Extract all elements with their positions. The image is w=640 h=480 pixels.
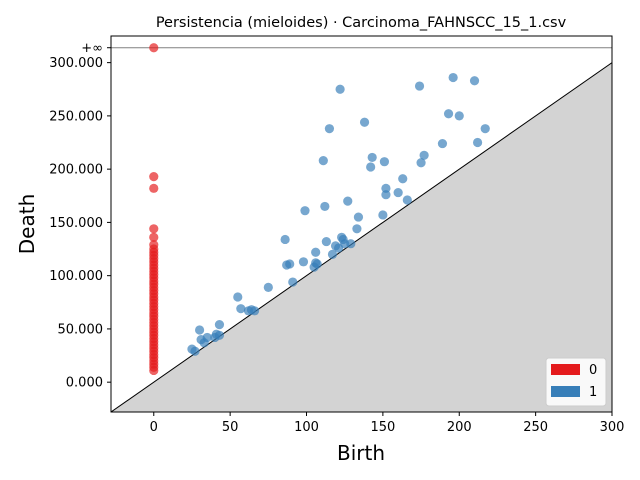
data-point-h1	[398, 174, 408, 184]
data-point-h1	[194, 325, 205, 335]
plot-frame	[110, 35, 613, 413]
data-point-h1	[359, 117, 370, 127]
x-tick-label: 300	[600, 420, 625, 435]
data-point-h1	[311, 247, 321, 257]
data-point-h0	[149, 172, 159, 182]
data-point-h1	[233, 292, 243, 302]
data-point-h1	[327, 249, 338, 259]
data-point-h0	[149, 224, 159, 234]
y-tick-label: 300.000	[49, 56, 103, 71]
data-point-h1	[480, 124, 490, 134]
data-point-h1	[437, 138, 448, 149]
y-tick-label: 200.000	[49, 163, 103, 178]
data-point-h1	[443, 109, 454, 119]
data-point-h1	[300, 206, 310, 216]
x-tick-label: 200	[447, 420, 472, 435]
x-axis-title: Birth	[337, 441, 385, 465]
data-point-h1	[367, 152, 377, 163]
data-point-h1	[298, 257, 309, 267]
data-point-h0	[149, 365, 159, 376]
data-point-h1	[263, 282, 273, 292]
data-point-h1	[414, 81, 425, 91]
x-tick-label: 0	[150, 420, 158, 435]
data-point-h1	[202, 332, 212, 343]
data-point-h1	[393, 187, 403, 198]
data-point-h1	[378, 210, 388, 220]
y-tick-label: 250.000	[49, 109, 103, 124]
y-tick-label: 50.000	[58, 322, 104, 337]
x-tick-label: 250	[523, 420, 548, 435]
legend-swatch-h1	[551, 386, 580, 397]
data-point-h1	[288, 277, 298, 287]
legend-swatch-h0	[551, 364, 580, 375]
x-tick-label: 150	[370, 420, 395, 435]
data-point-h1	[402, 195, 412, 205]
points-layer	[149, 43, 490, 376]
diagonal-region	[111, 47, 612, 412]
data-point-h1	[321, 236, 331, 247]
data-point-h1	[318, 156, 328, 166]
y-tick-label: 100.000	[49, 269, 103, 284]
data-point-h1	[324, 124, 335, 134]
data-point-h1	[335, 84, 345, 94]
data-point-h1	[214, 330, 225, 340]
axes-layer: 0 50 100 150 200 250 300 0.000 50.000 100.000 150.…	[49, 41, 624, 435]
data-point-h1	[416, 158, 426, 168]
legend-label-h1: 1	[589, 385, 597, 400]
data-point-h1	[454, 111, 464, 121]
data-point-h1	[285, 259, 295, 269]
data-point-h1	[214, 320, 225, 330]
data-point-h1	[320, 201, 330, 212]
data-point-h0	[149, 43, 159, 53]
data-point-h0	[149, 232, 159, 242]
x-tick-label: 50	[222, 420, 239, 435]
data-point-h1	[346, 239, 356, 249]
chart-title: Persistencia (mieloides) · Carcinoma_FAH…	[156, 15, 567, 31]
data-point-h1	[469, 76, 480, 86]
y-axis-title: Death	[15, 194, 39, 254]
data-point-h1	[236, 304, 246, 314]
data-point-h1	[280, 234, 290, 245]
data-point-h0	[149, 183, 159, 193]
y-tick-label: 150.000	[49, 216, 103, 231]
data-point-h1	[472, 137, 483, 148]
data-point-h1	[379, 157, 390, 167]
data-point-h1	[419, 150, 429, 160]
data-point-h1	[381, 183, 391, 193]
data-point-h1	[312, 259, 322, 269]
data-point-h1	[352, 224, 362, 234]
data-point-h1	[190, 346, 200, 356]
data-point-h1	[448, 72, 458, 83]
data-point-h1	[366, 162, 376, 172]
data-point-h1	[353, 212, 364, 222]
legend-label-h0: 0	[589, 363, 597, 378]
x-tick-label: 100	[294, 420, 319, 435]
data-point-h1	[343, 196, 353, 206]
infinity-tick-label: +∞	[81, 41, 103, 56]
data-point-h1	[249, 306, 260, 316]
legend: 01	[545, 357, 607, 407]
y-tick-label: 0.000	[66, 376, 103, 391]
data-point-h1	[381, 190, 391, 200]
